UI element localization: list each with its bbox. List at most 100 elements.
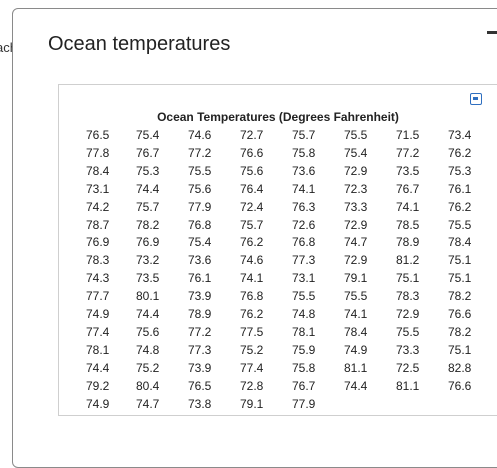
table-cell: 74.1 — [344, 307, 368, 321]
table-cell: 76.7 — [396, 181, 420, 196]
table-cell: 74.6 — [188, 128, 212, 142]
table-cell: 77.3 — [188, 342, 212, 357]
table-cell: 78.4 — [448, 235, 472, 250]
table-cell: 76.2 — [448, 199, 472, 214]
table-cell: 75.5 — [188, 163, 212, 178]
table-cell: 78.4 — [344, 324, 368, 339]
table-cell: 73.6 — [292, 163, 316, 178]
table-cell: 73.9 — [188, 289, 212, 304]
table-cell: 77.9 — [188, 199, 212, 214]
table-cell: 77.4 — [86, 324, 110, 339]
table-cell: 76.8 — [188, 217, 212, 232]
table-cell: 74.1 — [396, 199, 420, 214]
table-cell: 74.4 — [136, 181, 160, 196]
table-panel — [58, 84, 497, 416]
table-cell: 76.6 — [240, 145, 264, 160]
table-cell: 75.6 — [188, 181, 212, 196]
table-cell: 74.4 — [136, 307, 160, 321]
table-cell: 75.1 — [448, 271, 472, 286]
table-cell: 76.5 — [188, 378, 212, 393]
table-cell: 76.9 — [136, 235, 160, 250]
table-cell: 78.4 — [86, 163, 110, 178]
table-cell: 72.3 — [344, 181, 368, 196]
table-cell: 76.9 — [86, 235, 110, 250]
table-cell: 77.4 — [240, 360, 264, 375]
table-cell: 76.8 — [240, 289, 264, 304]
table-cell: 78.2 — [448, 324, 472, 339]
table-cell: 72.9 — [396, 307, 420, 321]
table-cell: 73.3 — [344, 199, 368, 214]
table-cell: 72.9 — [344, 163, 368, 178]
dialog-title: Ocean temperatures — [48, 33, 231, 55]
table-cell: 75.4 — [136, 128, 160, 142]
table-cell: 72.9 — [344, 253, 368, 268]
table-cell: 75.2 — [240, 342, 264, 357]
table-cell: 72.4 — [240, 199, 264, 214]
table-cell: 76.1 — [448, 181, 472, 196]
table-cell: 74.9 — [86, 396, 110, 411]
table-cell: 75.5 — [344, 128, 368, 142]
table-cell: 78.1 — [86, 342, 110, 357]
table-cell: 81.1 — [344, 360, 368, 375]
table-cell: 77.2 — [396, 145, 420, 160]
table-cell: 77.2 — [188, 145, 212, 160]
table-cell: 73.1 — [292, 271, 316, 286]
table-cell: 75.6 — [240, 163, 264, 178]
table-cell: 77.8 — [86, 145, 110, 160]
table-cell: 74.4 — [344, 378, 368, 393]
table-cell: 76.5 — [86, 128, 110, 142]
table-cell: 78.2 — [136, 217, 160, 232]
table-cell: 75.9 — [292, 342, 316, 357]
table-cell: 73.5 — [396, 163, 420, 178]
table-cell: 77.7 — [86, 289, 110, 304]
table-cell: 76.2 — [240, 307, 264, 321]
table-cell: 74.4 — [86, 360, 110, 375]
table-cell: 74.1 — [240, 271, 264, 286]
open-data-icon[interactable] — [470, 93, 482, 105]
table-cell: 75.4 — [344, 145, 368, 160]
table-cell: 79.2 — [86, 378, 110, 393]
table-cell: 75.7 — [136, 199, 160, 214]
table-cell: 71.5 — [396, 128, 420, 142]
table-cell: 73.8 — [188, 396, 212, 411]
table-cell: 75.5 — [396, 324, 420, 339]
table-cell: 78.3 — [396, 289, 420, 304]
table-cell: 76.8 — [292, 235, 316, 250]
table-cell: 74.7 — [344, 235, 368, 250]
table-cell: 76.3 — [292, 199, 316, 214]
table-cell: 81.1 — [396, 378, 420, 393]
table-cell: 78.9 — [188, 307, 212, 321]
minimize-button[interactable] — [487, 31, 497, 34]
table-cell: 80.1 — [136, 289, 160, 304]
table-cell: 82.8 — [448, 360, 472, 375]
screen: ach Ocean temperatures Ocean Temperature… — [0, 8, 497, 468]
table-cell: 72.8 — [240, 378, 264, 393]
table-cell: 74.8 — [292, 307, 316, 321]
table-cell: 78.3 — [86, 253, 110, 268]
table-cell: 75.6 — [136, 324, 160, 339]
table-cell: 75.7 — [240, 217, 264, 232]
table-cell: 73.1 — [86, 181, 110, 196]
table-cell: 73.4 — [448, 128, 472, 142]
table-cell: 72.9 — [344, 217, 368, 232]
table-cell: 73.9 — [188, 360, 212, 375]
table-cell: 75.3 — [136, 163, 160, 178]
table-cell: 73.6 — [188, 253, 212, 268]
table-cell: 79.1 — [240, 396, 264, 411]
table-cell: 74.3 — [86, 271, 110, 286]
table-cell: 74.1 — [292, 181, 316, 196]
table-cell: 78.9 — [396, 235, 420, 250]
table-cell: 75.8 — [292, 145, 316, 160]
table-cell: 75.5 — [344, 289, 368, 304]
table-cell: 75.1 — [448, 342, 472, 357]
table-cell: 76.2 — [240, 235, 264, 250]
table-cell: 72.7 — [240, 128, 264, 142]
table-cell: 75.8 — [292, 360, 316, 375]
table-cell: 74.7 — [136, 396, 160, 411]
table-cell: 73.3 — [396, 342, 420, 357]
table-title: Ocean Temperatures (Degrees Fahrenheit) — [157, 110, 399, 124]
table-cell: 76.6 — [448, 307, 472, 321]
table-cell: 76.1 — [188, 271, 212, 286]
table-cell: 79.1 — [344, 271, 368, 286]
table-cell: 72.5 — [396, 360, 420, 375]
